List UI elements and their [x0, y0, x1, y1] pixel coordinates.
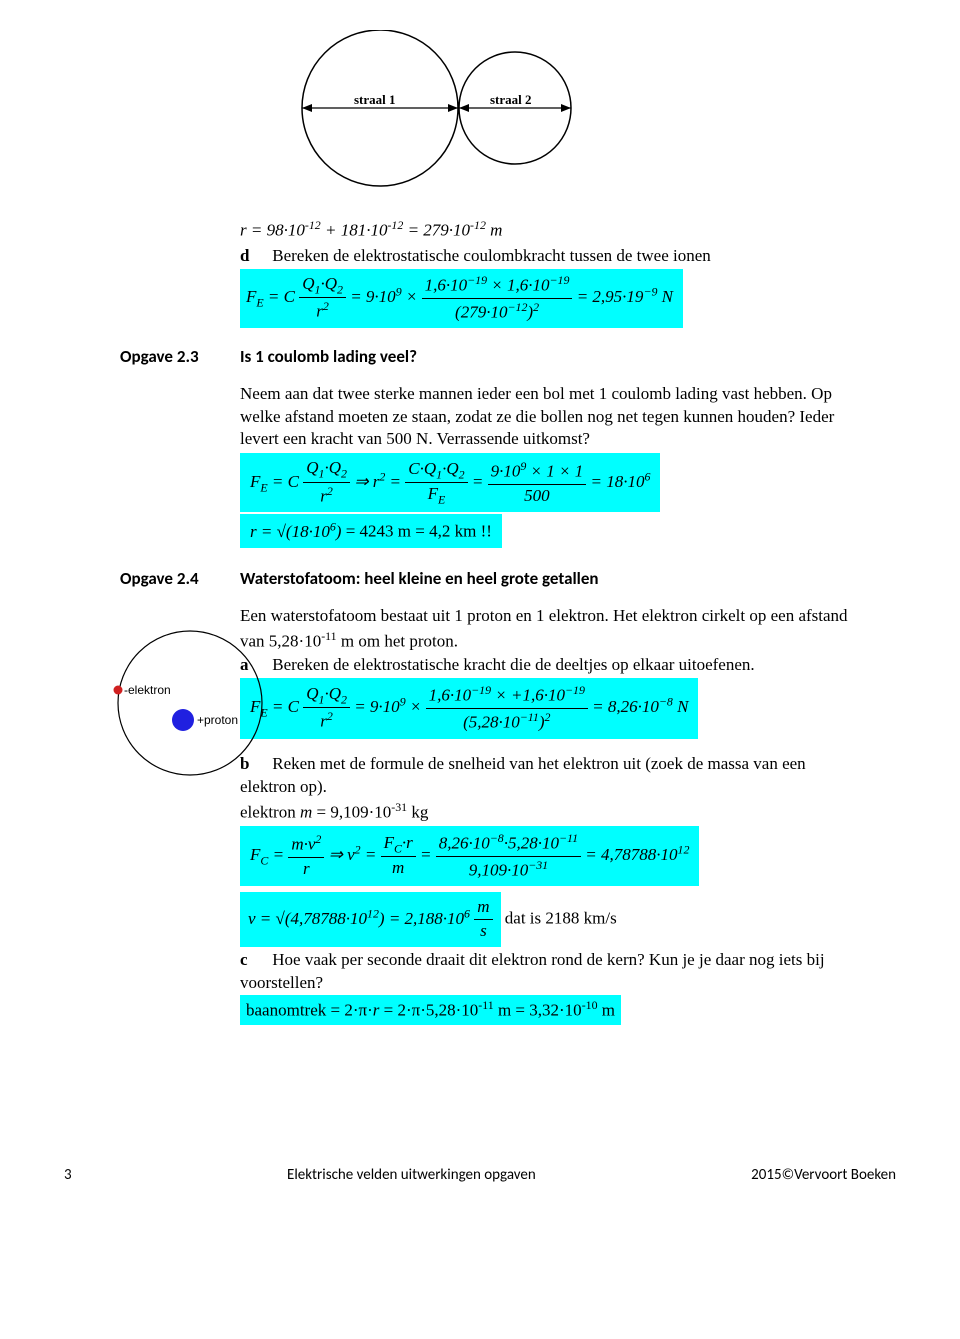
- opgave23-formula2: r = √(18·106) = 4243 m = 4,2 km !!: [240, 514, 502, 548]
- item-b-formula2-suffix: dat is 2188 km/s: [505, 909, 617, 928]
- item-a: a Bereken de elektrostatische kracht die…: [240, 654, 860, 677]
- item-b-formula1: FC = m·v2r ⇒ v2 = FC·rm = 8,26·10−8·5,28…: [240, 826, 699, 886]
- opgave24-title: Waterstofatoom: heel kleine en heel grot…: [240, 568, 860, 591]
- circles-svg: straal 1 straal 2: [280, 30, 620, 200]
- item-d: d Bereken de elektrostatische coulombkra…: [240, 245, 860, 268]
- item-d-label: d: [240, 245, 268, 268]
- label-straal2: straal 2: [490, 92, 532, 107]
- item-a-formula: FE = C Q1·Q2r2 = 9·109 × 1,6·10−19 × +1,…: [240, 678, 698, 738]
- item-b-mass: elektron m = 9,109·10-31 kg: [240, 799, 860, 825]
- item-d-formula: FE = C Q1·Q2r2 = 9·109 × 1,6·10−19 × 1,6…: [240, 269, 683, 327]
- opgave23-title: Is 1 coulomb lading veel?: [240, 346, 860, 369]
- r-equation: r = 98·10-12 + 181·10-12 = 279·10-12 m: [240, 217, 860, 243]
- opgave24-label: Opgave 2.4: [120, 568, 199, 591]
- item-c-formula: baanomtrek = 2·π·r = 2·π·5,28·10-11 m = …: [240, 995, 621, 1025]
- item-b-formula2: v = √(4,78788·1012) = 2,188·106 ms dat i…: [240, 892, 860, 947]
- opgave24-intro: Een waterstofatoom bestaat uit 1 proton …: [240, 605, 860, 654]
- footer-right: 2015©Vervoort Boeken: [751, 1165, 896, 1185]
- page-footer: 3 Elektrische velden uitwerkingen opgave…: [60, 1165, 900, 1185]
- item-c: c Hoe vaak per seconde draait dit elektr…: [240, 949, 860, 995]
- footer-center: Elektrische velden uitwerkingen opgaven: [287, 1165, 536, 1185]
- atom-diagram: -elektron +proton: [100, 608, 270, 795]
- footer-page: 3: [64, 1165, 72, 1185]
- label-straal1: straal 1: [354, 92, 396, 107]
- atom-svg: -elektron +proton: [100, 608, 270, 788]
- item-c-text: Hoe vaak per seconde draait dit elektron…: [240, 950, 825, 992]
- two-circles-diagram: straal 1 straal 2: [280, 30, 900, 207]
- item-d-text: Bereken de elektrostatische coulombkrach…: [272, 246, 711, 265]
- opgave23-body: Neem aan dat twee sterke mannen ieder ee…: [240, 383, 860, 452]
- proton-label: +proton: [197, 713, 238, 727]
- opgave23-formula1: FE = C Q1·Q2r2 ⇒ r2 = C·Q1·Q2FE = 9·109 …: [240, 453, 660, 512]
- elektron-icon: [114, 686, 123, 695]
- opgave23-label: Opgave 2.3: [120, 346, 199, 369]
- proton-icon: [172, 709, 194, 731]
- item-b-text: Reken met de formule de snelheid van het…: [240, 754, 806, 796]
- elektron-label: -elektron: [124, 683, 171, 697]
- item-b: b Reken met de formule de snelheid van h…: [240, 753, 860, 799]
- item-a-text: Bereken de elektrostatische kracht die d…: [272, 655, 754, 674]
- item-c-label: c: [240, 949, 268, 972]
